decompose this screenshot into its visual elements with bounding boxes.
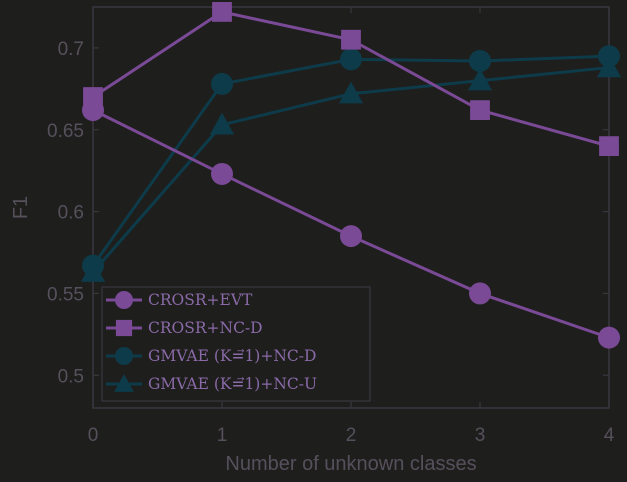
data-point [340,48,362,71]
data-point [596,55,622,78]
legend: CROSR+EVT CROSR+NC-D GMVAE (K=⃗1)+NC-D GMVA… [101,286,371,402]
legend-marker [115,291,133,309]
y-tick-label: 0.6 [58,203,84,224]
series-3 [80,55,622,282]
y-tick-label: 0.5 [58,366,84,387]
series-1 [83,2,619,157]
y-tick-label: 0.7 [58,39,84,60]
legend-entry: GMVAE (K=⃗1)+NC-D [106,347,316,365]
data-point [211,72,233,95]
axes: 0 1 2 3 4 0.5 0.55 0.6 0.65 0.7 Number of unknown … [10,7,615,475]
data-point [470,100,490,121]
data-point [599,136,619,157]
data-point [341,29,361,50]
x-axis-title: Number of unknown classes [225,453,476,475]
legend-marker [115,347,133,365]
x-tick-label: 1 [217,425,228,446]
y-tick-label: 0.65 [47,121,84,142]
legend-entry: CROSR+EVT [106,291,253,309]
data-point [469,50,491,73]
data-point [469,282,491,305]
data-point [338,81,364,104]
data-point [211,162,233,185]
data-point [340,225,362,248]
legend-box [101,286,371,402]
legend-label: GMVAE (K=⃗1)+NC-U [148,375,317,393]
data-marks [80,2,622,349]
legend-label: CROSR+EVT [148,291,253,309]
data-point [83,87,103,107]
legend-marker [114,374,134,392]
legend-entry: GMVAE (K=⃗1)+NC-U [106,374,317,393]
x-tick-label: 4 [604,425,615,446]
legend-marker [115,319,133,337]
data-point [212,2,232,22]
series-2 [82,45,620,277]
legend-entry: CROSR+NC-D [106,319,263,337]
x-tick-label: 0 [88,425,99,446]
data-point [209,112,235,135]
x-tick-label: 3 [475,425,486,446]
x-tick-label: 2 [346,425,357,446]
data-point [598,326,620,349]
series-0 [82,99,620,349]
y-axis-title: F1 [10,196,32,219]
legend-label: GMVAE (K=⃗1)+NC-D [148,347,316,365]
legend-label: CROSR+NC-D [148,319,263,337]
data-point [80,260,106,282]
data-point [467,68,493,91]
y-tick-label: 0.55 [47,284,84,305]
